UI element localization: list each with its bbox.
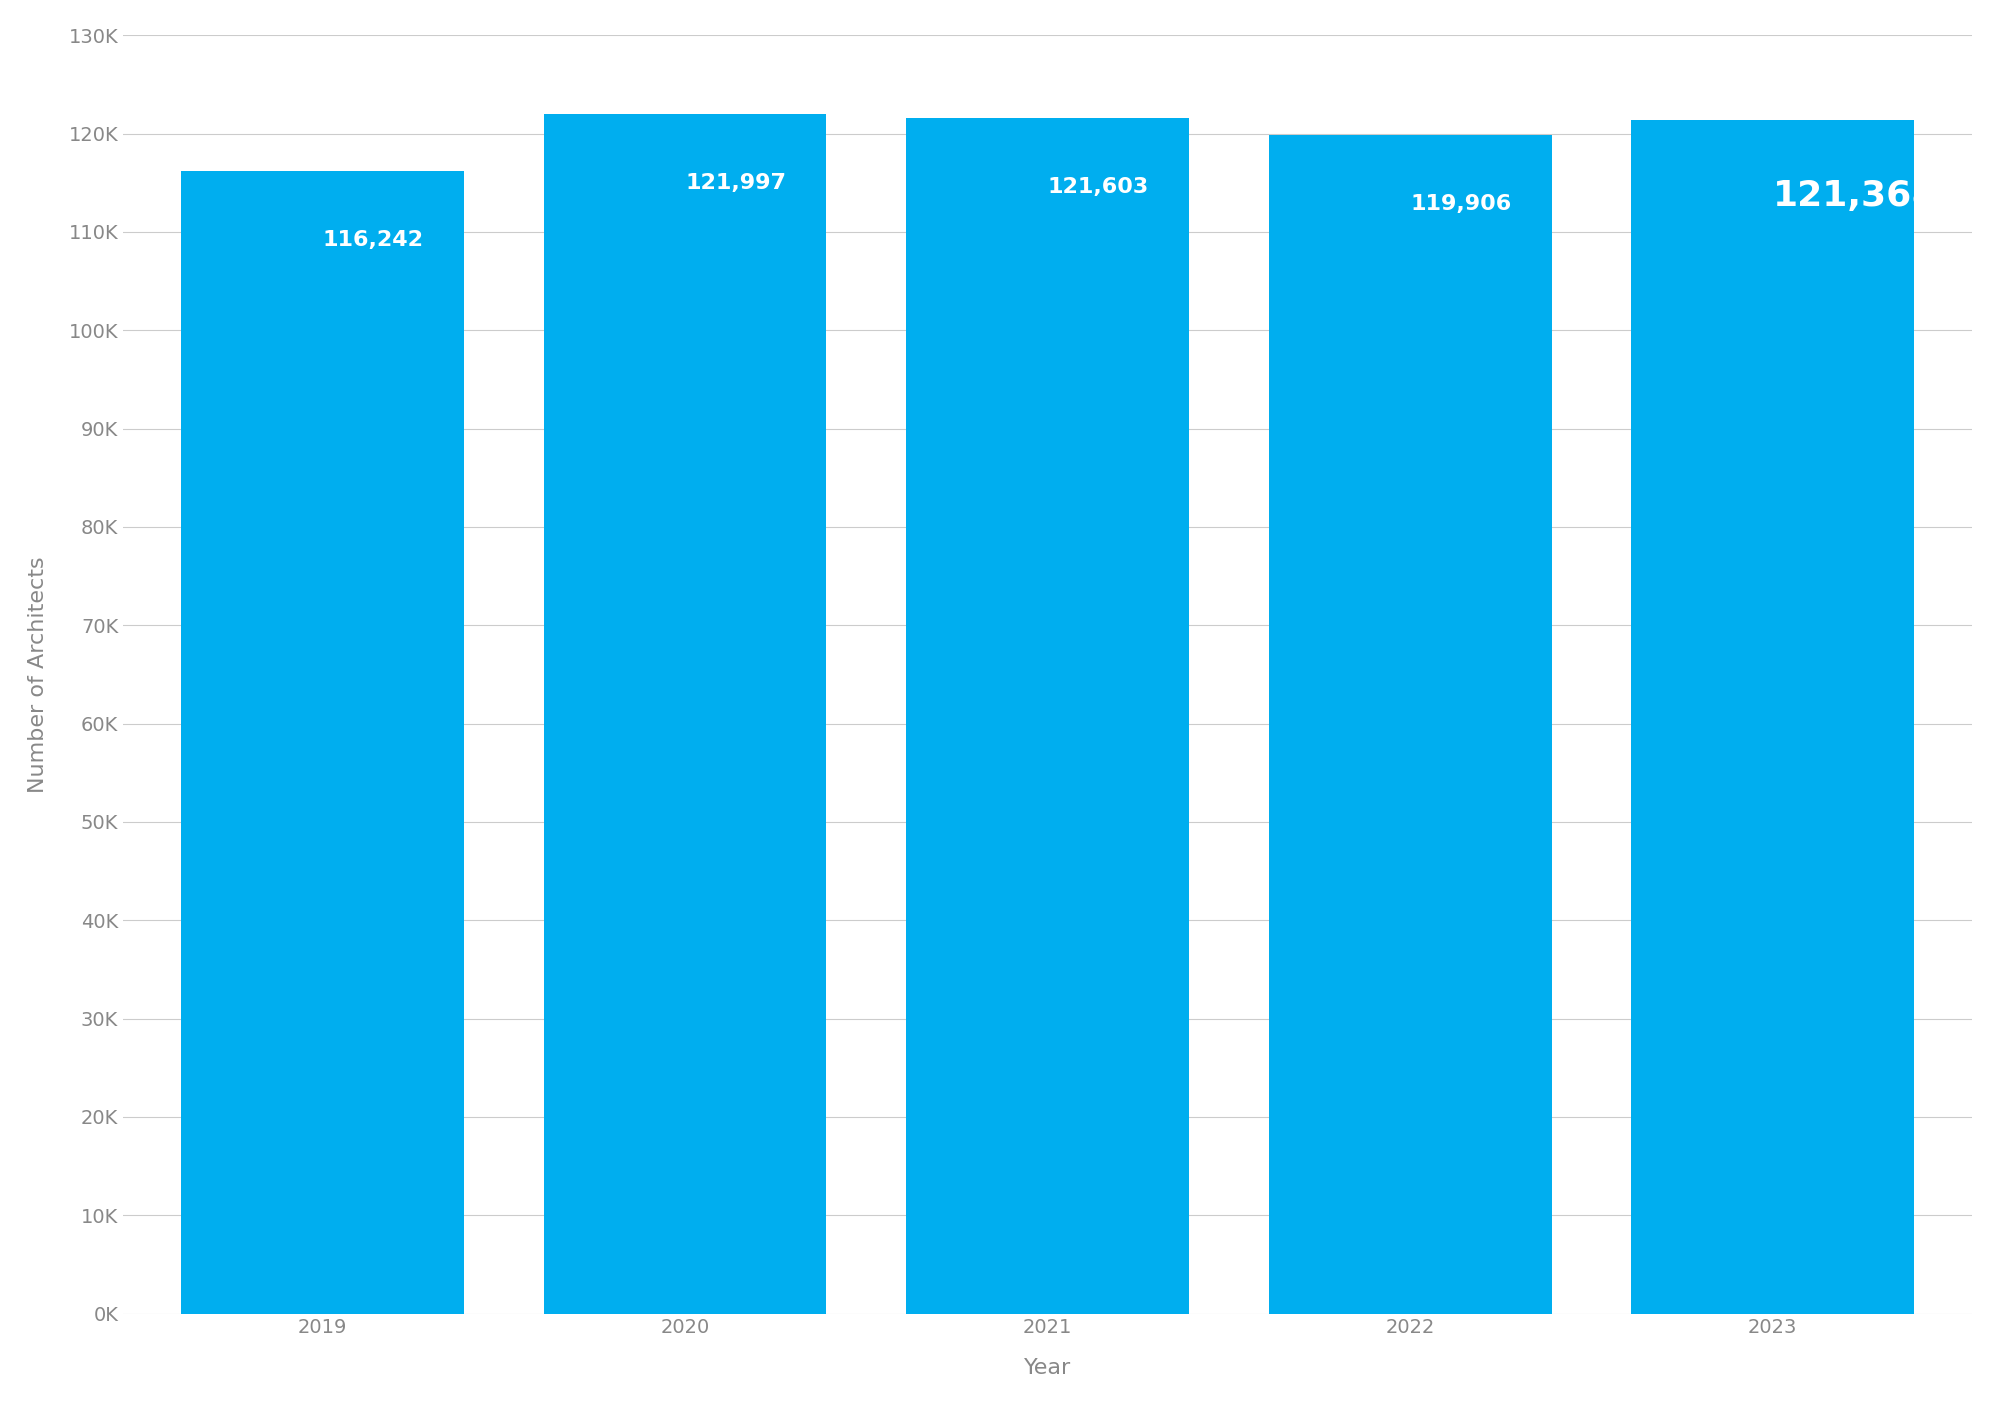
Bar	[182, 170, 464, 1313]
Bar	[1632, 120, 1914, 1313]
Text: 119,906: 119,906	[1410, 194, 1512, 214]
Bar	[544, 114, 826, 1313]
Bar	[906, 118, 1190, 1313]
Text: 121,603: 121,603	[1048, 177, 1148, 197]
Text: 121,368: 121,368	[1772, 179, 1938, 214]
Text: 116,242: 116,242	[322, 229, 424, 249]
Text: 121,997: 121,997	[686, 173, 786, 193]
X-axis label: Year: Year	[1024, 1358, 1072, 1378]
Bar	[1268, 135, 1552, 1313]
Y-axis label: Number of Architects: Number of Architects	[28, 557, 48, 793]
